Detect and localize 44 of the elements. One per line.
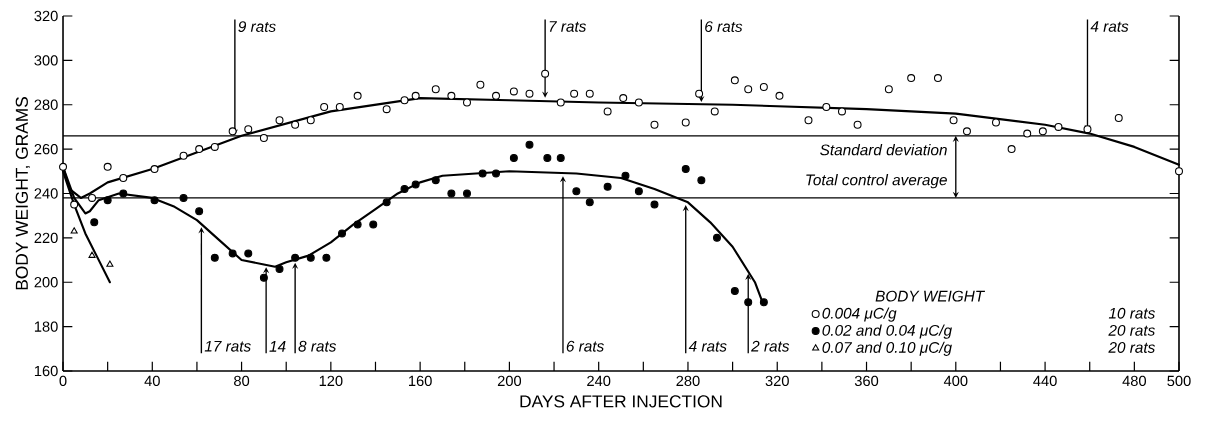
y-tick-label: 260 — [34, 143, 58, 155]
annotation: 20 rats — [1108, 324, 1155, 336]
x-tick-label: 160 — [409, 375, 432, 387]
annotation: 4 rats — [688, 340, 727, 352]
y-tick-label: 180 — [34, 321, 58, 332]
annotation: 2 rats — [751, 340, 790, 352]
x-tick-label: 40 — [144, 375, 160, 387]
annotation: 9 rats — [238, 21, 276, 32]
annotation: 17 rats — [204, 340, 251, 352]
annotation: 6 rats — [705, 21, 743, 32]
x-axis-title: DAYS AFTER INJECTION — [520, 395, 722, 408]
x-tick-label: 440 — [1033, 375, 1057, 387]
legend-title: BODY WEIGHT — [875, 290, 986, 302]
x-tick-label: 80 — [234, 375, 250, 387]
x-tick-label: 0 — [59, 375, 67, 387]
y-tick-label: 220 — [34, 232, 58, 244]
y-tick-label: 320 — [34, 10, 58, 22]
legend-label: 0.02 and 0.04 μC/g — [822, 324, 952, 339]
x-tick-label: 500 — [1167, 375, 1191, 387]
annotation: 6 rats — [566, 340, 604, 352]
legend-label: 0.07 and 0.10 μC/g — [822, 341, 952, 356]
annotation: 10 rats — [1108, 307, 1155, 319]
y-tick-label: 200 — [34, 277, 58, 288]
annotation: 7 rats — [549, 21, 587, 32]
x-tick-label: 320 — [765, 375, 789, 387]
y-tick-label: 300 — [34, 55, 58, 66]
x-tick-label: 280 — [676, 375, 700, 387]
x-tick-label: 480 — [1122, 375, 1146, 387]
y-axis-title: BODY WEIGHT, GRAMS — [15, 97, 31, 290]
annotation: 14 — [269, 341, 286, 352]
ref-line-label: Total control average — [806, 174, 947, 189]
x-tick-label: 240 — [587, 375, 611, 387]
x-tick-label: 400 — [943, 375, 968, 387]
y-tick-label: 240 — [34, 188, 58, 199]
annotation: 8 rats — [298, 340, 337, 352]
y-tick-label: 280 — [34, 99, 58, 110]
ref-line-label: Standard deviation — [820, 144, 947, 156]
annotation: 4 rats — [1090, 21, 1129, 32]
x-tick-label: 120 — [319, 375, 343, 387]
legend-label: 0.004 μC/g — [822, 307, 897, 322]
y-tick-label: 160 — [34, 365, 58, 377]
x-tick-label: 200 — [497, 375, 522, 387]
x-tick-label: 360 — [854, 375, 879, 387]
annotation: 20 rats — [1108, 342, 1155, 353]
